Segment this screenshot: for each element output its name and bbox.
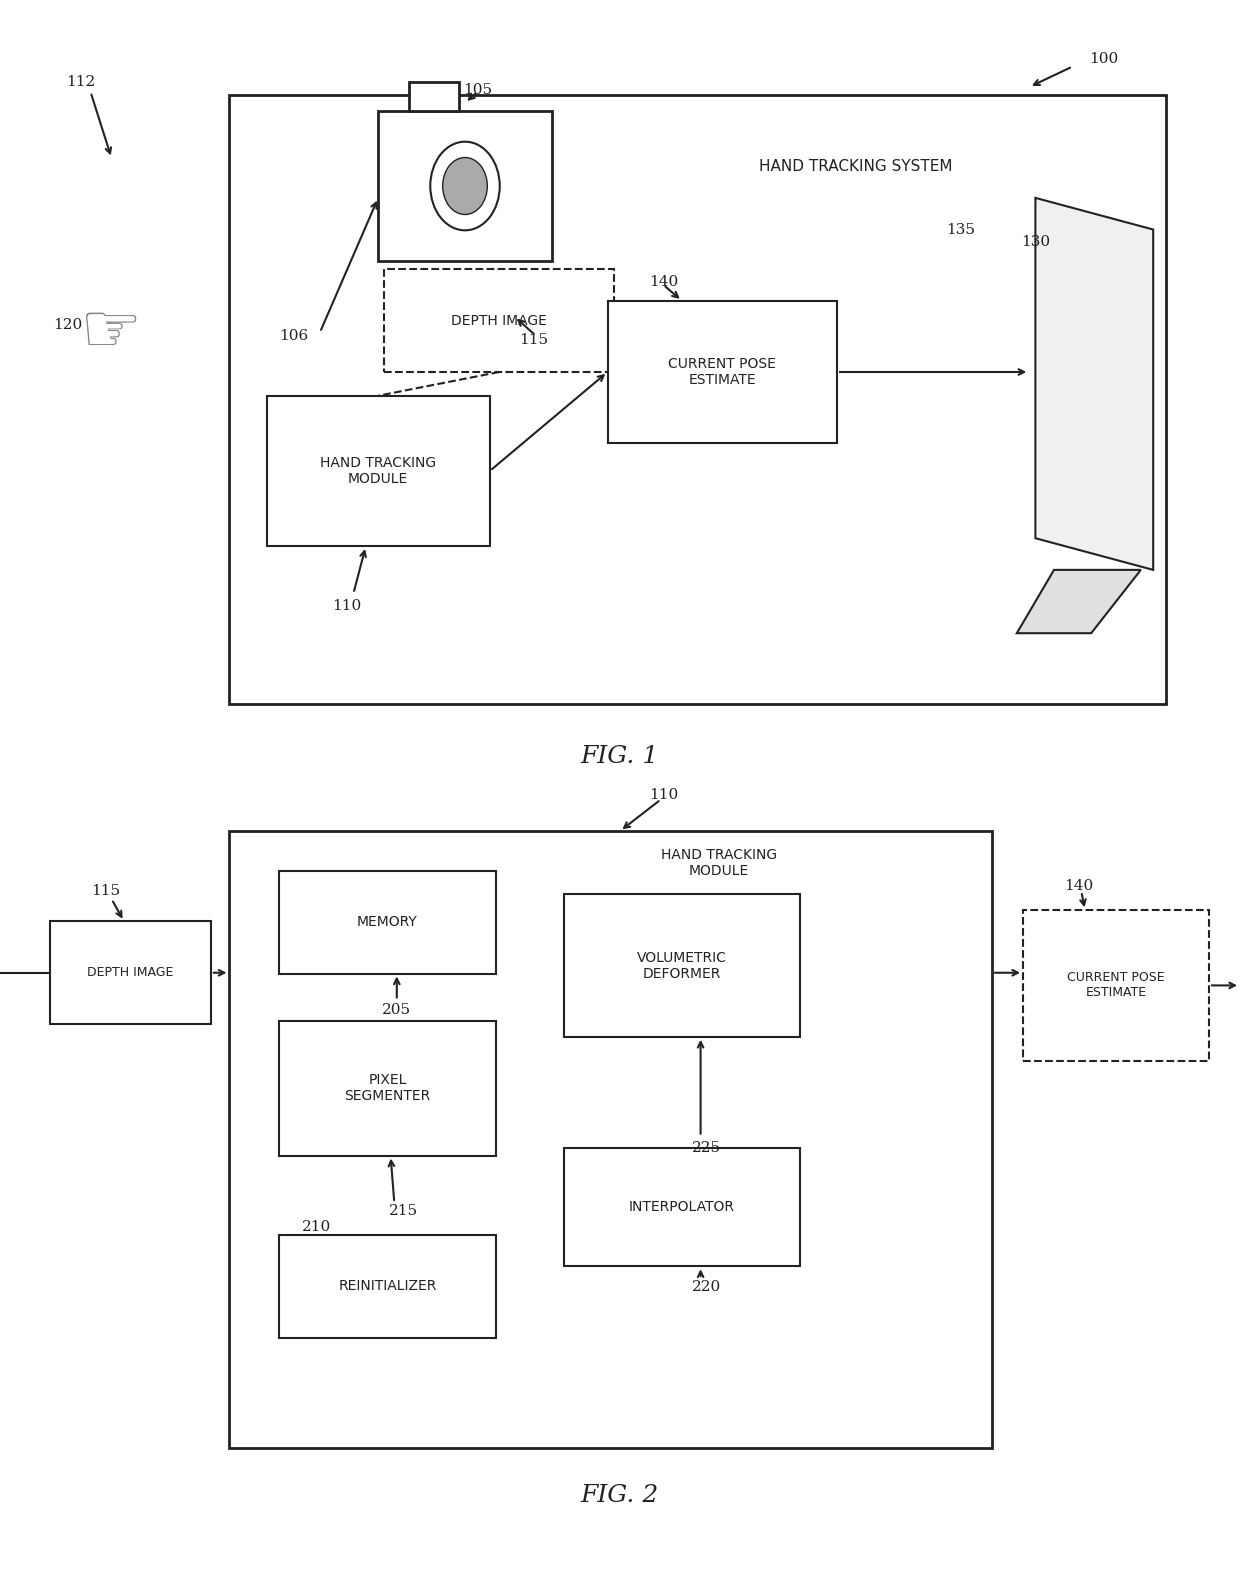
Text: HAND TRACKING
MODULE: HAND TRACKING MODULE [661, 847, 777, 879]
FancyBboxPatch shape [608, 301, 837, 443]
FancyBboxPatch shape [384, 269, 614, 372]
Text: HAND TRACKING
MODULE: HAND TRACKING MODULE [320, 456, 436, 486]
Text: 106: 106 [279, 329, 309, 342]
FancyBboxPatch shape [229, 831, 992, 1448]
Text: INTERPOLATOR: INTERPOLATOR [629, 1200, 735, 1214]
Text: 225: 225 [692, 1141, 722, 1154]
FancyBboxPatch shape [378, 111, 552, 261]
Text: 205: 205 [382, 1004, 412, 1016]
Text: 135: 135 [946, 223, 976, 236]
Text: 110: 110 [649, 788, 678, 801]
Text: VOLUMETRIC
DEFORMER: VOLUMETRIC DEFORMER [637, 950, 727, 981]
Circle shape [430, 142, 500, 231]
Text: HAND TRACKING SYSTEM: HAND TRACKING SYSTEM [759, 158, 952, 174]
FancyBboxPatch shape [229, 95, 1166, 704]
Text: 140: 140 [649, 275, 678, 288]
Text: FIG. 1: FIG. 1 [580, 746, 660, 768]
Text: 110: 110 [332, 600, 362, 613]
Text: 105: 105 [463, 84, 492, 97]
Text: 112: 112 [66, 76, 95, 89]
FancyBboxPatch shape [279, 871, 496, 974]
FancyBboxPatch shape [409, 82, 459, 111]
FancyBboxPatch shape [279, 1235, 496, 1338]
Text: CURRENT POSE
ESTIMATE: CURRENT POSE ESTIMATE [1068, 972, 1164, 999]
Text: REINITIALIZER: REINITIALIZER [339, 1279, 436, 1293]
FancyBboxPatch shape [50, 921, 211, 1024]
FancyBboxPatch shape [564, 894, 800, 1037]
Text: DEPTH IMAGE: DEPTH IMAGE [87, 966, 174, 980]
Polygon shape [1017, 570, 1141, 633]
Text: MEMORY: MEMORY [357, 915, 418, 929]
Text: ☞: ☞ [81, 299, 143, 366]
Text: FIG. 2: FIG. 2 [580, 1485, 660, 1507]
Text: DEPTH IMAGE: DEPTH IMAGE [451, 313, 547, 328]
Text: 140: 140 [1064, 880, 1094, 893]
Text: 120: 120 [53, 318, 83, 331]
FancyBboxPatch shape [1023, 910, 1209, 1061]
Text: 115: 115 [91, 885, 120, 898]
Text: 130: 130 [1021, 236, 1050, 249]
FancyBboxPatch shape [279, 1021, 496, 1156]
Text: 220: 220 [692, 1281, 722, 1293]
Text: 215: 215 [388, 1205, 418, 1217]
Polygon shape [1035, 198, 1153, 570]
FancyBboxPatch shape [267, 396, 490, 546]
Text: 115: 115 [518, 334, 548, 347]
Text: 100: 100 [1089, 52, 1118, 65]
Text: 210: 210 [301, 1220, 331, 1233]
Text: PIXEL
SEGMENTER: PIXEL SEGMENTER [345, 1073, 430, 1103]
Text: CURRENT POSE
ESTIMATE: CURRENT POSE ESTIMATE [668, 356, 776, 388]
Circle shape [443, 158, 487, 215]
FancyBboxPatch shape [564, 1148, 800, 1266]
